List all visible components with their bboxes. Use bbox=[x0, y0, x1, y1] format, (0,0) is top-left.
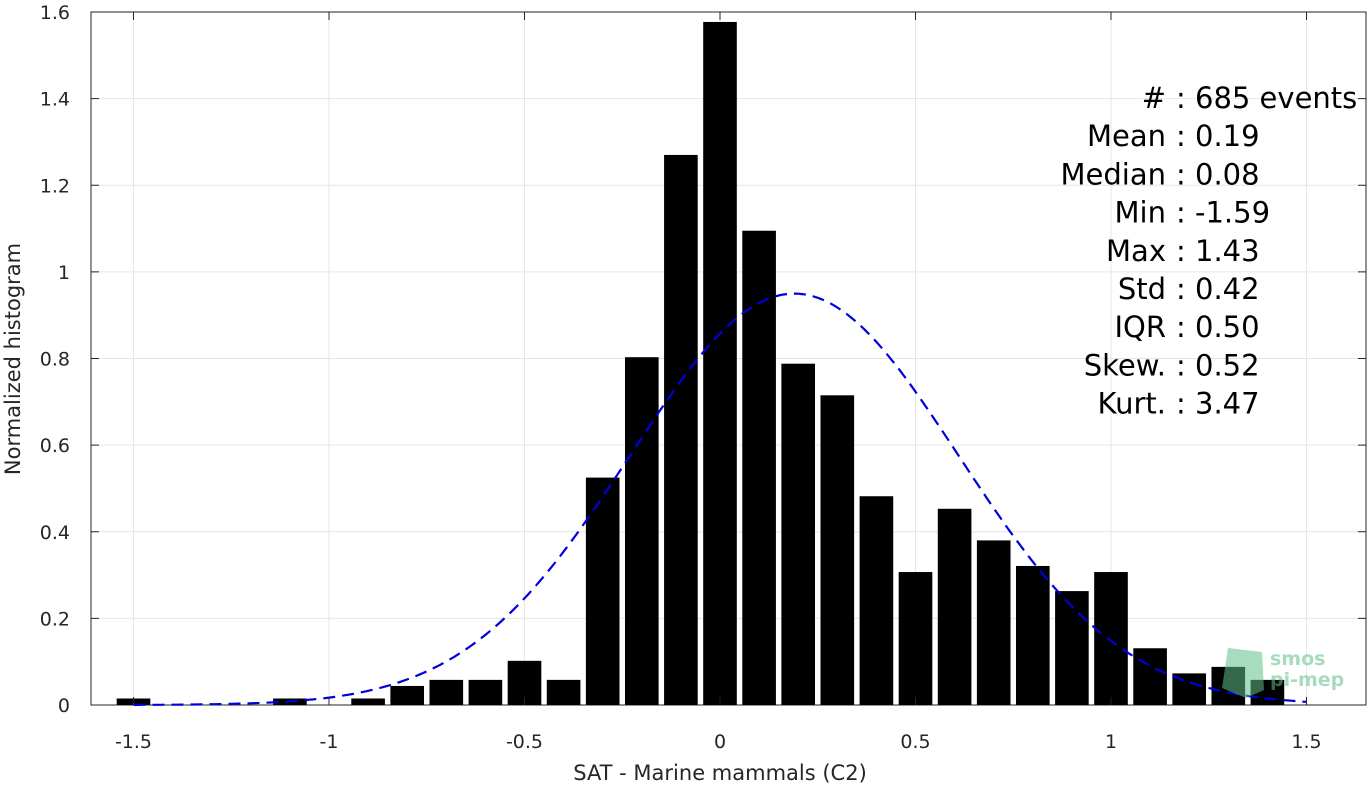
y-axis-label: Normalized histogram bbox=[1, 243, 25, 475]
y-tick-label: 1.6 bbox=[40, 2, 70, 24]
stat-label: Std bbox=[1118, 272, 1166, 306]
stat-label: IQR bbox=[1114, 310, 1166, 344]
stat-value: : 0.08 bbox=[1176, 157, 1260, 191]
logo-text-line1: smos bbox=[1270, 648, 1325, 670]
y-tick-label: 0.8 bbox=[40, 349, 70, 371]
stat-value: : -1.59 bbox=[1176, 196, 1270, 230]
y-tick-label: 0.2 bbox=[40, 608, 70, 630]
x-tick-label: 0 bbox=[714, 731, 726, 753]
x-tick-label: 0.5 bbox=[900, 731, 930, 753]
stat-value: : 3.47 bbox=[1176, 387, 1260, 421]
y-tick-label: 1.2 bbox=[40, 175, 70, 197]
stat-label: Kurt. bbox=[1098, 387, 1166, 421]
histogram-bars bbox=[116, 21, 1285, 706]
x-axis-label: SAT - Marine mammals (C2) bbox=[573, 761, 867, 785]
x-tick-label: 1 bbox=[1105, 731, 1117, 753]
stat-value: : 0.19 bbox=[1176, 119, 1260, 153]
smos-pi-mep-logo: smos pi-mep bbox=[1222, 648, 1344, 698]
x-tick-label: -1.5 bbox=[115, 731, 152, 753]
histogram-bar bbox=[1015, 565, 1050, 705]
y-tick-label: 0 bbox=[58, 695, 70, 717]
stat-value: : 0.50 bbox=[1176, 310, 1260, 344]
stat-label: Min bbox=[1115, 196, 1166, 230]
histogram-bar bbox=[898, 572, 933, 705]
histogram-bar bbox=[976, 540, 1011, 705]
stat-label: Median bbox=[1061, 157, 1166, 191]
y-tick-label: 0.4 bbox=[40, 522, 70, 544]
x-tick-label: 1.5 bbox=[1291, 731, 1321, 753]
y-axis-ticks: 0 0.2 0.4 0.6 0.8 1 1.2 1.4 1.6 bbox=[40, 2, 1366, 717]
histogram-bar bbox=[351, 698, 385, 705]
histogram-bar bbox=[546, 679, 581, 705]
stat-label: Mean bbox=[1087, 119, 1166, 153]
histogram-bar bbox=[429, 679, 464, 705]
histogram-bar bbox=[664, 154, 698, 705]
histogram-bar bbox=[781, 363, 816, 705]
stat-value: : 0.42 bbox=[1176, 272, 1260, 306]
stat-label: Skew. bbox=[1084, 348, 1166, 382]
logo-shape bbox=[1222, 648, 1264, 698]
stats-box: # : 685 events Mean : 0.19 Median : 0.08 Min : … bbox=[1061, 81, 1358, 421]
y-tick-label: 1 bbox=[58, 262, 70, 284]
histogram-bar bbox=[937, 508, 972, 705]
histogram-bar bbox=[820, 395, 855, 705]
y-tick-label: 0.6 bbox=[40, 435, 70, 457]
histogram-bar bbox=[1055, 591, 1089, 705]
histogram-bar bbox=[585, 477, 620, 705]
histogram-bar bbox=[1133, 648, 1167, 705]
histogram-bar bbox=[624, 357, 659, 705]
stat-label: Max bbox=[1106, 234, 1166, 268]
x-axis-ticks: -1.5 -1 -0.5 0 0.5 1 1.5 bbox=[115, 12, 1322, 753]
stat-label: # bbox=[1142, 81, 1166, 115]
histogram-bar bbox=[468, 679, 503, 705]
y-tick-label: 1.4 bbox=[40, 89, 70, 111]
histogram-bar bbox=[703, 21, 737, 706]
x-tick-label: -1 bbox=[320, 731, 339, 753]
stat-value: : 0.52 bbox=[1176, 348, 1260, 382]
histogram-bar bbox=[390, 685, 425, 705]
histogram-bar bbox=[1094, 572, 1128, 705]
stat-value: : 1.43 bbox=[1176, 234, 1260, 268]
x-tick-label: -0.5 bbox=[506, 731, 543, 753]
stat-value: : 685 events bbox=[1176, 81, 1357, 115]
histogram-bar bbox=[859, 496, 894, 705]
logo-text-line2: pi-mep bbox=[1270, 669, 1344, 691]
